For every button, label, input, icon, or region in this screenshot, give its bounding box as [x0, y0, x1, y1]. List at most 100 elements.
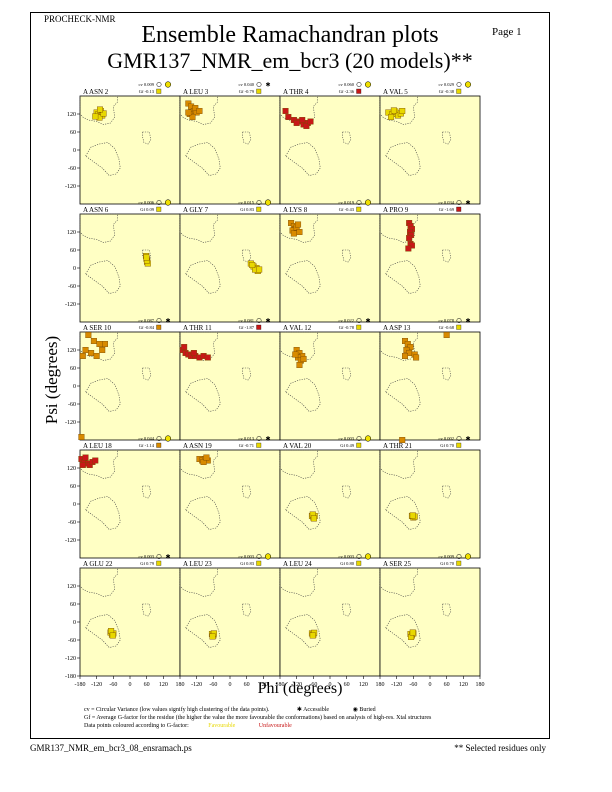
gf-colour-swatch	[356, 88, 362, 94]
data-point	[388, 113, 395, 120]
data-point	[293, 119, 300, 126]
data-point	[99, 347, 106, 354]
residue-label: A ASN 2	[83, 88, 109, 96]
residue-label: A SER 25	[383, 560, 412, 568]
residue-label: A VAL 12	[283, 324, 312, 332]
panel-background	[279, 95, 381, 205]
y-tick-label: -60	[68, 638, 76, 644]
allowed-region-outline	[242, 603, 252, 617]
gf-colour-swatch	[156, 206, 162, 212]
gf-colour-swatch	[256, 442, 262, 448]
x-tick-label: 120	[259, 682, 268, 688]
cv-value: cv 0.060	[339, 82, 355, 87]
cv-circle-icon	[156, 82, 162, 87]
cv-value: cv 0.015	[239, 200, 255, 205]
gf-colour-swatch	[256, 324, 262, 330]
allowed-region-outline	[442, 603, 452, 617]
x-tick-label: -60	[109, 682, 117, 688]
panel-background	[79, 331, 181, 441]
cv-value: cv 0.003	[339, 554, 355, 559]
y-tick-label: -120	[65, 302, 76, 308]
accessible-icon: ✱	[165, 554, 170, 561]
data-point	[189, 113, 196, 120]
accessible-icon: ✱	[165, 318, 170, 325]
legend-buried: Buried	[359, 707, 376, 713]
gf-value: Gf 0.49	[340, 443, 354, 448]
y-tick-label: -60	[68, 166, 76, 172]
allowed-region-outline	[442, 485, 452, 499]
gf-colour-swatch	[256, 88, 262, 94]
allowed-region-outline	[85, 260, 121, 294]
allowed-region-outline	[442, 367, 452, 381]
allowed-region-outline	[442, 131, 452, 145]
allowed-region-outline	[285, 614, 321, 648]
allowed-region-outline	[285, 378, 321, 412]
chart-title: Ensemble Ramachandran plots	[141, 22, 439, 48]
allowed-region-outline	[342, 131, 352, 145]
allowed-region-outline	[142, 367, 152, 381]
cv-value: cv 0.029	[439, 82, 455, 87]
residue-label: A LEU 24	[283, 560, 312, 568]
x-tick-label: 180	[476, 682, 485, 688]
gf-colour-swatch	[256, 206, 262, 212]
gf-colour-swatch	[456, 442, 462, 448]
data-point	[101, 341, 108, 348]
y-tick-label: 120	[67, 112, 76, 118]
x-tick-label: 120	[159, 682, 168, 688]
allowed-region-outline	[285, 260, 321, 294]
cv-circle-icon	[456, 82, 462, 87]
x-tick-label: -120	[91, 682, 102, 688]
allowed-region-outline	[185, 614, 221, 648]
data-point	[282, 107, 289, 114]
x-tick-label: 60	[444, 682, 450, 688]
allowed-region-outline	[442, 249, 452, 263]
panel-background	[379, 449, 481, 559]
allowed-region-outline	[142, 131, 152, 145]
y-tick-label: -60	[68, 520, 76, 526]
gf-value: Gf 0.79	[140, 561, 154, 566]
residue-label: A VAL 20	[283, 442, 312, 450]
x-tick-label: 60	[244, 682, 250, 688]
panel-background	[79, 567, 181, 677]
gf-value: Gf -2.36	[339, 89, 355, 94]
allowed-region-outline	[342, 367, 352, 381]
gf-value: Gf -0.43	[339, 207, 355, 212]
data-point	[181, 344, 188, 351]
panel-background	[279, 449, 381, 559]
legend-gf-text: Gf = Average G-factor for the residue (t…	[84, 715, 432, 721]
residue-label: A THR 11	[183, 324, 212, 332]
x-tick-label: 0	[229, 682, 232, 688]
buried-icon	[464, 553, 472, 560]
data-point	[296, 362, 303, 369]
cv-value: cv 0.009	[139, 82, 155, 87]
allowed-region-outline	[142, 603, 152, 617]
x-tick-label: 0	[329, 682, 332, 688]
panel-background	[179, 213, 281, 323]
allowed-region-outline	[185, 496, 221, 530]
legend-unfavourable: Unfavourable	[258, 723, 292, 729]
buried-icon	[464, 81, 472, 88]
gf-value: Gf 0.80	[340, 561, 354, 566]
cv-value: cv 0.003	[139, 554, 155, 559]
y-tick-label: 0	[73, 384, 76, 390]
x-tick-label: 0	[129, 682, 132, 688]
data-point	[399, 107, 406, 114]
data-point	[405, 245, 412, 252]
data-point	[93, 353, 100, 360]
data-point	[399, 437, 406, 444]
allowed-region-outline	[385, 142, 421, 176]
y-tick-label: 0	[73, 502, 76, 508]
gf-value: Gf 0.83	[240, 561, 254, 566]
data-point	[256, 266, 263, 273]
buried-icon	[164, 435, 172, 442]
allowed-region-outline	[285, 142, 321, 176]
cv-circle-icon	[256, 82, 262, 87]
y-tick-label: 120	[67, 584, 76, 590]
allowed-region-outline	[242, 485, 252, 499]
data-point	[292, 351, 299, 358]
x-tick-label: -180	[75, 682, 86, 688]
legend-cv-text: cv = Circular Variance (low values signi…	[84, 707, 270, 713]
cv-value: cv 0.002	[439, 436, 455, 441]
cv-circle-icon	[356, 200, 362, 205]
cv-value: cv 0.006	[139, 200, 155, 205]
